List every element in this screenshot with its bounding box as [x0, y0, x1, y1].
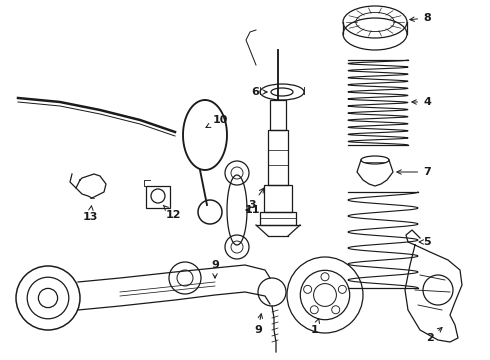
- Text: 12: 12: [163, 205, 181, 220]
- Text: 4: 4: [412, 97, 431, 107]
- Text: 7: 7: [397, 167, 431, 177]
- Text: 13: 13: [82, 206, 98, 222]
- Text: 5: 5: [419, 237, 431, 247]
- Text: 10: 10: [206, 115, 228, 127]
- Text: 9: 9: [254, 314, 263, 335]
- Bar: [146, 186, 170, 208]
- Text: 8: 8: [410, 13, 431, 23]
- Text: 11: 11: [244, 205, 260, 215]
- Text: 9: 9: [211, 260, 219, 278]
- Text: 3: 3: [248, 188, 264, 210]
- Bar: [268, 130, 288, 185]
- Bar: [260, 212, 296, 225]
- Bar: [270, 100, 286, 130]
- Text: 1: 1: [311, 319, 319, 335]
- Bar: [264, 185, 292, 212]
- Text: 2: 2: [426, 328, 442, 343]
- Text: 6: 6: [251, 87, 267, 97]
